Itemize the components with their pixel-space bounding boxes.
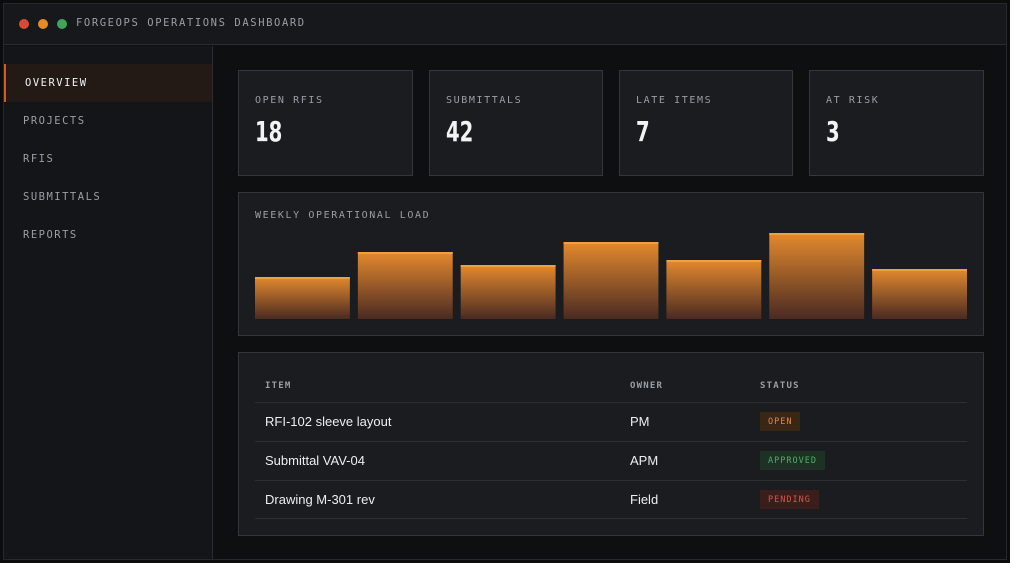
weekly-load-chart: WEEKLY OPERATIONAL LOAD [238,192,984,336]
stat-card-submittals[interactable]: SUBMITTALS 42 [429,70,603,176]
item-cell: Submittal VAV-04 [265,453,365,468]
sidebar-item-label: SUBMITTALS [23,191,102,203]
chart-bar-edge [872,269,967,271]
sidebar-item-label: REPORTS [23,229,78,241]
chart-bar-edge [357,252,453,254]
table-row[interactable]: Submittal VAV-04 APM APPROVED [255,441,967,480]
stat-value: 18 [255,115,283,148]
stat-label: LATE ITEMS [636,95,713,106]
chart-bar [460,265,556,319]
stat-value: 7 [636,115,650,148]
stat-label: OPEN RFIS [255,95,324,106]
title-bar: FORGEOPS OPERATIONS DASHBOARD [4,4,1006,45]
stat-label: AT RISK [826,95,880,106]
bar-chart [255,233,967,319]
stat-value: 3 [826,115,840,148]
chart-bar [357,252,453,319]
stat-label: SUBMITTALS [446,95,523,106]
stat-card-late-items[interactable]: LATE ITEMS 7 [619,70,793,176]
owner-cell: Field [630,492,659,507]
chart-bar [666,260,762,319]
app-title: FORGEOPS OPERATIONS DASHBOARD [76,17,306,29]
sidebar-item-rfis[interactable]: RFIS [4,140,212,178]
chart-bar [255,277,350,319]
main-content: OPEN RFIS 18 SUBMITTALS 42 LATE ITEMS 7 … [214,46,1006,559]
maximize-window-button[interactable] [57,19,67,29]
chart-bar-edge [666,260,762,262]
sidebar-item-projects[interactable]: PROJECTS [4,102,212,140]
chart-bar-edge [255,277,350,279]
table-row[interactable]: Drawing M-301 rev Field PENDING [255,480,967,519]
chart-bar-edge [563,242,659,244]
sidebar: OVERVIEW PROJECTS RFIS SUBMITTALS REPORT… [4,46,213,559]
close-window-button[interactable] [19,19,29,29]
stat-card-at-risk[interactable]: AT RISK 3 [809,70,984,176]
item-cell: Drawing M-301 rev [265,492,375,507]
items-table: ITEM OWNER STATUS RFI-102 sleeve layout … [238,352,984,536]
chart-bar [769,233,865,319]
sidebar-item-submittals[interactable]: SUBMITTALS [4,178,212,216]
app-window: FORGEOPS OPERATIONS DASHBOARD OVERVIEW P… [3,3,1007,560]
chart-bar [872,269,967,319]
chart-bar-edge [460,265,556,267]
column-header-owner[interactable]: OWNER [630,381,664,391]
sidebar-item-reports[interactable]: REPORTS [4,216,212,254]
status-badge: APPROVED [760,451,825,470]
minimize-window-button[interactable] [38,19,48,29]
chart-bar [563,242,659,319]
sidebar-item-label: OVERVIEW [25,77,88,89]
stat-card-open-rfis[interactable]: OPEN RFIS 18 [238,70,413,176]
sidebar-item-label: RFIS [23,153,55,165]
item-cell: RFI-102 sleeve layout [265,414,392,429]
chart-title: WEEKLY OPERATIONAL LOAD [255,210,431,221]
table-row[interactable]: RFI-102 sleeve layout PM OPEN [255,402,967,441]
owner-cell: PM [630,414,650,429]
status-badge: OPEN [760,412,801,431]
column-header-item[interactable]: ITEM [265,381,292,391]
sidebar-item-overview[interactable]: OVERVIEW [4,64,212,102]
stat-value: 42 [446,115,474,148]
sidebar-item-label: PROJECTS [23,115,86,127]
owner-cell: APM [630,453,659,468]
status-badge: PENDING [760,490,819,509]
column-header-status[interactable]: STATUS [760,381,800,391]
chart-bar-edge [769,233,865,235]
